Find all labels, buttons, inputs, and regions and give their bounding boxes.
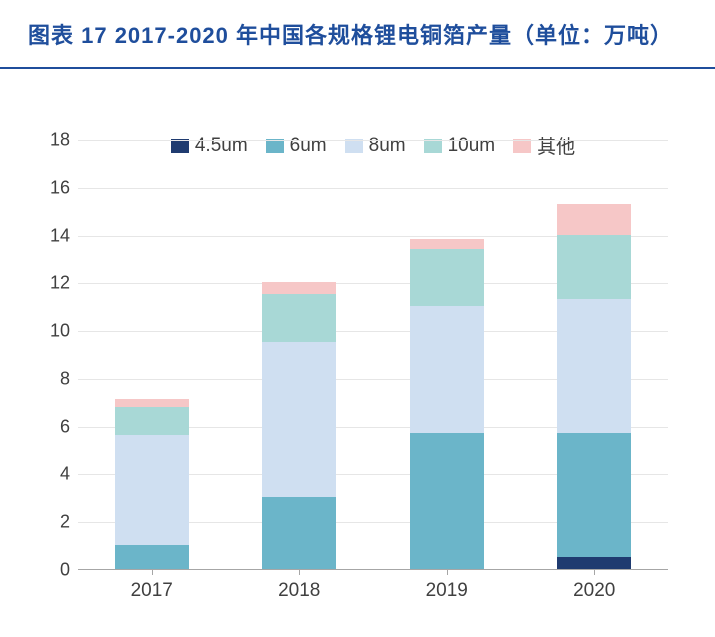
x-axis-label: 2018 bbox=[278, 580, 320, 602]
y-axis-label: 16 bbox=[28, 177, 70, 198]
bar-segment-6um bbox=[115, 545, 189, 569]
bar-segment-8um bbox=[115, 435, 189, 545]
y-axis-label: 4 bbox=[28, 464, 70, 485]
x-axis-label: 2017 bbox=[131, 580, 173, 602]
bar-segment-8um bbox=[557, 299, 631, 433]
legend-item: 10um bbox=[424, 132, 496, 159]
legend: 4.5um 6um 8um 10um 其他 bbox=[78, 132, 668, 159]
y-axis-label: 12 bbox=[28, 273, 70, 294]
bar-segment-其他 bbox=[410, 239, 484, 249]
plot-area: 4.5um6um8um10um其他 bbox=[78, 140, 668, 570]
bar-segment-其他 bbox=[557, 204, 631, 235]
y-axis-label: 10 bbox=[28, 321, 70, 342]
y-axis-label: 8 bbox=[28, 368, 70, 389]
legend-label: 8um bbox=[369, 135, 406, 157]
legend-label: 6um bbox=[290, 135, 327, 157]
bar-segment-10um bbox=[262, 294, 336, 342]
legend-item: 6um bbox=[266, 132, 327, 159]
legend-label: 其他 bbox=[537, 132, 575, 159]
gridline bbox=[78, 188, 668, 189]
legend-item: 其他 bbox=[513, 132, 575, 159]
legend-item: 4.5um bbox=[171, 132, 248, 159]
chart-title: 图表 17 2017-2020 年中国各规格锂电铜箔产量（单位：万吨） bbox=[28, 18, 687, 53]
gridline bbox=[78, 140, 668, 141]
x-tick bbox=[594, 569, 595, 575]
bar-segment-10um bbox=[410, 249, 484, 306]
legend-item: 8um bbox=[345, 132, 406, 159]
x-tick bbox=[152, 569, 153, 575]
y-axis-label: 6 bbox=[28, 416, 70, 437]
x-tick bbox=[299, 569, 300, 575]
legend-label: 10um bbox=[448, 135, 496, 157]
bar-segment-6um bbox=[262, 497, 336, 569]
bar-segment-6um bbox=[557, 433, 631, 557]
y-axis-label: 2 bbox=[28, 512, 70, 533]
chart-container: 4.5um 6um 8um 10um 其他 0 2 4 6 8 10 12 14 16 18 2017 201… bbox=[28, 130, 688, 620]
x-axis-label: 2019 bbox=[426, 580, 468, 602]
y-axis-label: 18 bbox=[28, 130, 70, 151]
bar-segment-其他 bbox=[262, 282, 336, 294]
bar-segment-8um bbox=[262, 342, 336, 497]
bar-segment-10um bbox=[557, 235, 631, 300]
x-axis-label: 2020 bbox=[573, 580, 615, 602]
y-axis-label: 14 bbox=[28, 225, 70, 246]
bar-segment-10um bbox=[115, 407, 189, 436]
chart-title-block: 图表 17 2017-2020 年中国各规格锂电铜箔产量（单位：万吨） bbox=[0, 0, 715, 69]
y-axis-label: 0 bbox=[28, 560, 70, 581]
bar-segment-6um bbox=[410, 433, 484, 569]
bar-segment-4.5um bbox=[557, 557, 631, 569]
x-tick bbox=[447, 569, 448, 575]
bar-segment-8um bbox=[410, 306, 484, 433]
legend-label: 4.5um bbox=[195, 135, 248, 157]
bar-segment-其他 bbox=[115, 399, 189, 406]
